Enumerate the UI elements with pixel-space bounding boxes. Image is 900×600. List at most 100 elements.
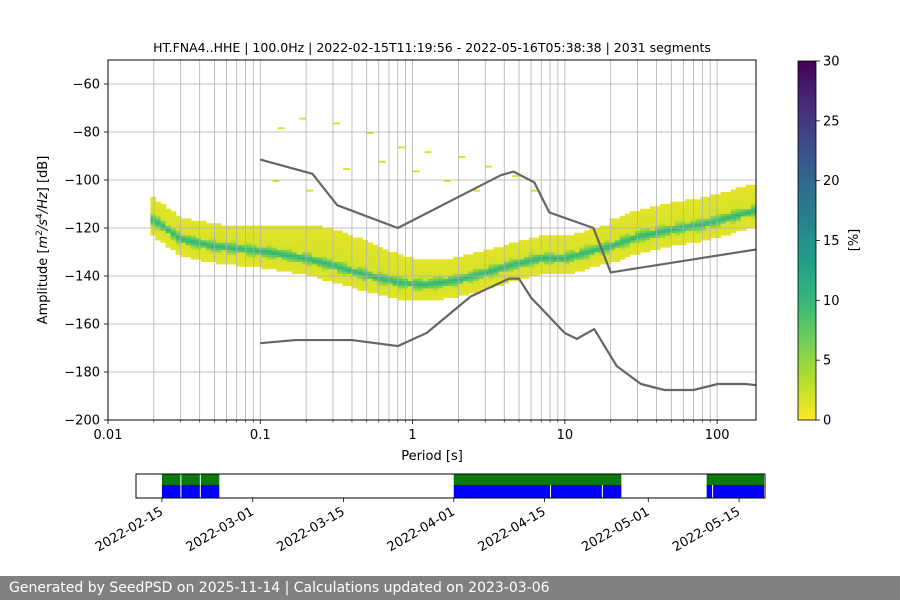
low-noise-model-line: [260, 277, 756, 392]
heatmap-cell: [382, 278, 389, 282]
heatmap-cell: [660, 237, 666, 241]
y-tick-label: −100: [64, 174, 100, 189]
y-tick-label: −120: [64, 222, 100, 237]
heatmap-cell: [579, 266, 586, 270]
heatmap-cell: [251, 261, 258, 265]
data-segment: [181, 474, 200, 485]
heatmap-cell: [665, 225, 671, 229]
heatmap-cell: [417, 278, 424, 282]
heatmap-cell: [473, 254, 480, 258]
heatmap-cell: [332, 235, 338, 238]
heatmap-cell: [211, 237, 217, 241]
heatmap-cell: [311, 261, 318, 265]
heatmap-cell: [639, 211, 646, 214]
heatmap-cell: [347, 278, 353, 282]
heatmap-cell: [155, 225, 162, 229]
heatmap-cell: [296, 242, 303, 246]
heatmap-cell: [256, 230, 263, 234]
heatmap-cell: [725, 225, 732, 229]
heatmap-cell: [569, 266, 575, 270]
heatmap-cell: [200, 259, 207, 262]
heatmap-cell: [271, 256, 278, 260]
footer-bar: Generated by SeedPSD on 2025-11-14 | Cal…: [0, 576, 900, 600]
heatmap-cell: [725, 208, 732, 212]
heatmap-cell: [392, 295, 399, 298]
heatmap-cell: [644, 213, 651, 217]
heatmap-cell: [609, 252, 616, 255]
heatmap-cell: [301, 230, 308, 234]
heatmap-cell: [296, 247, 303, 250]
heatmap-cell: [468, 266, 475, 270]
heatmap-cell: [241, 256, 247, 260]
heatmap-cell: [236, 256, 242, 260]
heatmap-cell: [539, 249, 545, 253]
heatmap-cell: [559, 264, 565, 267]
heatmap-cell: [175, 249, 182, 253]
heatmap-cell: [720, 225, 727, 229]
heatmap-cell: [488, 259, 495, 262]
heatmap-cell: [655, 206, 661, 210]
heatmap-cell: [624, 244, 631, 248]
heatmap-cell: [508, 271, 515, 274]
heatmap-cell: [670, 232, 676, 236]
heatmap-cell: [650, 230, 656, 234]
heatmap-cell: [513, 268, 520, 272]
heatmap-cell: [503, 280, 510, 284]
heatmap-cell: [296, 261, 303, 265]
heatmap-cell: [745, 201, 752, 205]
heatmap-cell: [387, 252, 394, 255]
heatmap-cell: [614, 225, 621, 229]
heatmap-cell: [165, 237, 172, 241]
heatmap-cell: [372, 268, 379, 272]
heatmap-cell: [559, 242, 565, 246]
heatmap-cell: [508, 273, 515, 277]
heatmap-cell: [261, 237, 268, 241]
heatmap-cell: [165, 242, 172, 246]
heatmap-cell: [549, 254, 555, 258]
heatmap-cell: [392, 290, 399, 294]
heatmap-cell: [564, 261, 570, 265]
heatmap-cell: [236, 261, 242, 265]
heatmap-cell: [549, 264, 555, 267]
heatmap-cell: [387, 256, 394, 260]
heatmap-cell: [740, 194, 747, 198]
heatmap-cell: [609, 230, 616, 234]
heatmap-cell: [473, 271, 480, 274]
heatmap-cell: [564, 244, 570, 248]
heatmap-cell: [715, 213, 722, 217]
heatmap-cell: [528, 237, 535, 241]
heatmap-cell: [337, 264, 343, 267]
heatmap-cell: [619, 225, 626, 229]
heatmap-cell: [554, 268, 560, 272]
heatmap-cell: [357, 288, 363, 291]
heatmap-cell: [513, 254, 520, 258]
heatmap-cell: [478, 283, 485, 286]
heatmap-cell: [549, 240, 555, 243]
heatmap-cell: [377, 254, 384, 258]
heatmap-cell: [725, 196, 732, 200]
heatmap-cell: [695, 204, 702, 207]
heatmap-cell: [195, 249, 202, 253]
heatmap-cell: [175, 223, 182, 226]
heatmap-cell: [433, 268, 439, 272]
heatmap-cell: [165, 213, 172, 217]
heatmap-cell: [216, 237, 222, 241]
heatmap-cell: [624, 213, 631, 217]
heatmap-cell: [342, 237, 348, 241]
colorbar-tick-label: 30: [823, 55, 840, 70]
heatmap-cell: [715, 223, 722, 226]
heatmap-cell: [523, 256, 530, 260]
heatmap-cell: [327, 252, 333, 255]
heatmap-cell: [639, 218, 646, 222]
heatmap-cell: [407, 256, 414, 260]
heatmap-cell: [316, 276, 323, 279]
heatmap-cell: [675, 228, 681, 231]
heatmap-cell: [750, 194, 756, 198]
heatmap-cell: [357, 280, 363, 284]
heatmap-cell: [291, 240, 298, 243]
heatmap-cell: [322, 268, 328, 272]
heatmap-cell: [619, 242, 626, 246]
heatmap-cell: [407, 288, 414, 291]
heatmap-cell: [281, 242, 288, 246]
heatmap-cell: [468, 271, 475, 274]
